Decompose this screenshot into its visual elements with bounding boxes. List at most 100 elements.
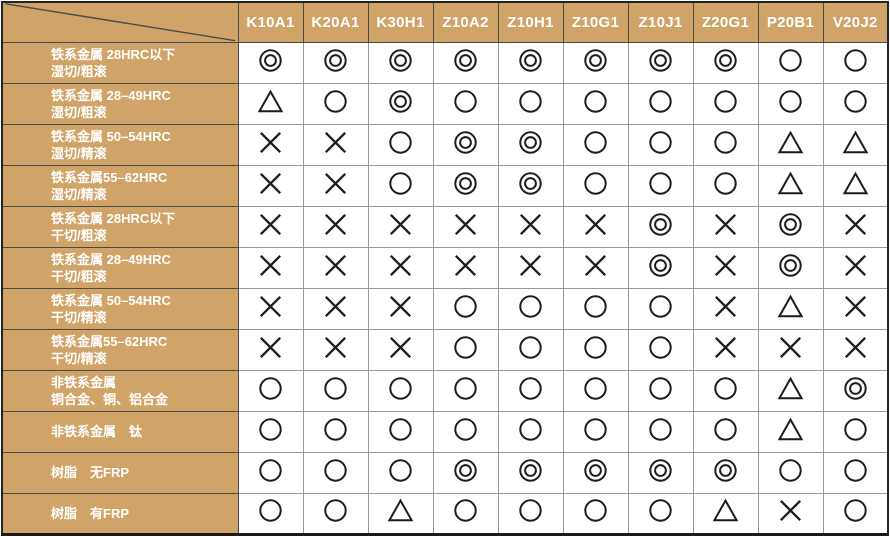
cross-icon (452, 252, 479, 279)
cross-icon (842, 334, 869, 361)
rating-cell (757, 287, 824, 330)
double-circle-icon (517, 47, 544, 74)
circle-icon (777, 47, 804, 74)
rating-cell (822, 205, 889, 248)
rating-cell (692, 492, 759, 535)
circle-icon (257, 416, 284, 443)
column-header-k20a1: K20A1 (302, 1, 369, 43)
rating-cell (237, 164, 304, 207)
cross-icon (582, 211, 609, 238)
circle-icon (842, 88, 869, 115)
rating-cell (367, 492, 434, 535)
column-header-z10a2: Z10A2 (432, 1, 499, 43)
rating-cell (757, 369, 824, 412)
rating-cell (822, 123, 889, 166)
rating-cell (237, 246, 304, 289)
cross-icon (257, 170, 284, 197)
rating-cell (562, 328, 629, 371)
row-label: 铁系金属 50–54HRC 湿切/精滚 (1, 123, 239, 166)
table-row: 铁系金属 28–49HRC 干切/粗滚 (1, 246, 889, 289)
rating-cell (627, 82, 694, 125)
circle-icon (452, 375, 479, 402)
rating-cell (627, 492, 694, 535)
double-circle-icon (647, 252, 674, 279)
cross-icon (322, 170, 349, 197)
rating-cell (757, 492, 824, 535)
rating-cell (692, 82, 759, 125)
rating-cell (367, 123, 434, 166)
row-label-line: 干切/粗滚 (51, 227, 107, 243)
rating-cell (562, 164, 629, 207)
row-label: 铁系金属 28–49HRC 干切/粗滚 (1, 246, 239, 289)
rating-cell (302, 287, 369, 330)
circle-icon (387, 416, 414, 443)
row-label-line: 铁系金属55–62HRC (51, 169, 168, 185)
double-circle-icon (452, 47, 479, 74)
rating-cell (757, 123, 824, 166)
rating-cell (822, 328, 889, 371)
row-label-line: 湿切/粗滚 (51, 104, 107, 120)
circle-icon (322, 375, 349, 402)
circle-icon (647, 88, 674, 115)
circle-icon (647, 416, 674, 443)
circle-icon (452, 497, 479, 524)
cross-icon (387, 211, 414, 238)
rating-cell (302, 328, 369, 371)
circle-icon (582, 88, 609, 115)
cross-icon (712, 252, 739, 279)
cross-icon (842, 211, 869, 238)
rating-cell (627, 369, 694, 412)
row-label: 铁系金属 28HRC以下 干切/粗滚 (1, 205, 239, 248)
circle-icon (517, 375, 544, 402)
rating-cell (562, 205, 629, 248)
rating-cell (822, 492, 889, 535)
rating-cell (692, 164, 759, 207)
double-circle-icon (517, 129, 544, 156)
rating-cell (757, 451, 824, 494)
double-circle-icon (712, 47, 739, 74)
column-header-k10a1: K10A1 (237, 1, 304, 43)
circle-icon (582, 293, 609, 320)
rating-cell (497, 451, 564, 494)
cross-icon (712, 211, 739, 238)
row-label: 树脂 有FRP (1, 492, 239, 535)
cross-icon (257, 334, 284, 361)
rating-cell (302, 123, 369, 166)
cross-icon (387, 252, 414, 279)
row-label-line: 干切/粗滚 (51, 268, 107, 284)
circle-icon (842, 457, 869, 484)
column-header-p20b1: P20B1 (757, 1, 824, 43)
circle-icon (517, 416, 544, 443)
cross-icon (322, 293, 349, 320)
rating-cell (302, 164, 369, 207)
row-label: 铁系金属 50–54HRC 干切/精滚 (1, 287, 239, 330)
circle-icon (712, 170, 739, 197)
circle-icon (777, 457, 804, 484)
rating-cell (367, 82, 434, 125)
row-label-line: 非铁系金属 钛 (51, 424, 143, 439)
rating-cell (432, 369, 499, 412)
double-circle-icon (452, 457, 479, 484)
row-label: 树脂 无FRP (1, 451, 239, 494)
rating-cell (432, 287, 499, 330)
rating-cell (237, 287, 304, 330)
double-circle-icon (712, 457, 739, 484)
double-circle-icon (517, 457, 544, 484)
rating-cell (692, 451, 759, 494)
double-circle-icon (387, 47, 414, 74)
triangle-icon (777, 375, 804, 402)
circle-icon (387, 170, 414, 197)
rating-cell (302, 410, 369, 453)
rating-cell (432, 410, 499, 453)
rating-cell (302, 205, 369, 248)
double-circle-icon (647, 457, 674, 484)
circle-icon (712, 375, 739, 402)
rating-cell (432, 492, 499, 535)
circle-icon (582, 497, 609, 524)
triangle-icon (777, 129, 804, 156)
table-row: 铁系金属 28–49HRC 湿切/粗滚 (1, 82, 889, 125)
rating-cell (692, 369, 759, 412)
rating-cell (627, 164, 694, 207)
rating-cell (757, 410, 824, 453)
row-label: 铁系金属 28–49HRC 湿切/粗滚 (1, 82, 239, 125)
